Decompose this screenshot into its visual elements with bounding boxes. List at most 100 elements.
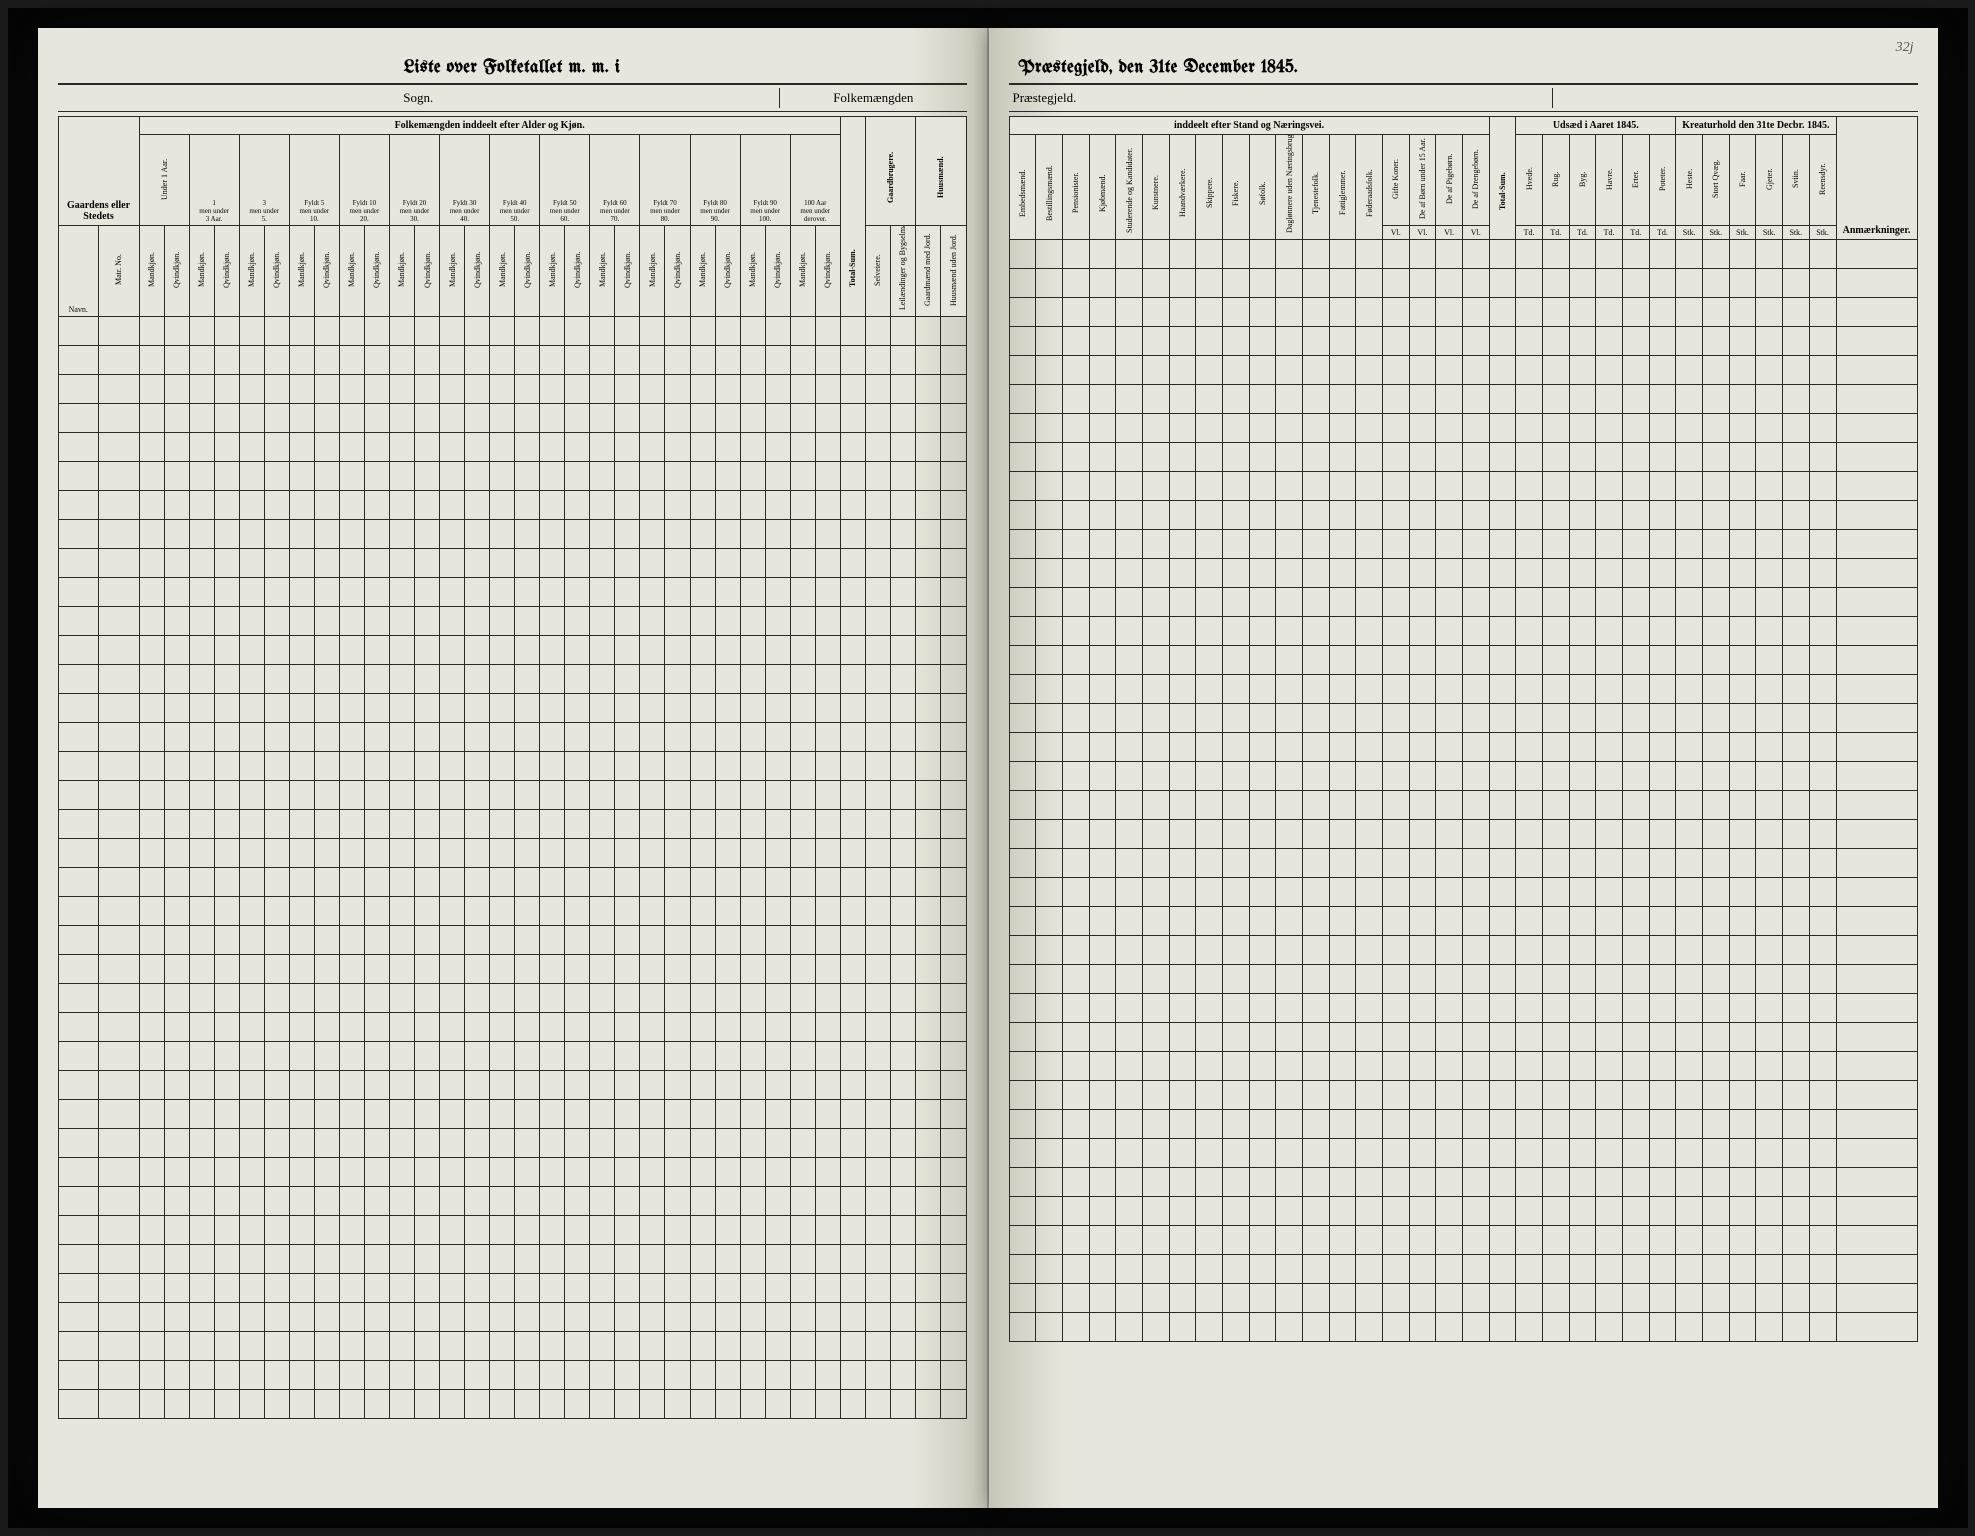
- table-row: [1009, 501, 1917, 530]
- occ-col-6: Haandværkere.: [1169, 135, 1196, 240]
- stk-unit: Stk.: [1729, 226, 1756, 240]
- kreatur-col-4: Sviin.: [1782, 135, 1809, 226]
- occ-col-13: Føderaadsfolk.: [1356, 135, 1383, 240]
- occ-col-3: Kjøbmænd.: [1089, 135, 1116, 240]
- table-row: [58, 694, 966, 723]
- table-row: [1009, 1197, 1917, 1226]
- huusmaend-group: Huusmænd.: [915, 117, 966, 226]
- mk-col: Mandkjøn.: [740, 226, 765, 317]
- table-row: [58, 636, 966, 665]
- table-row: [58, 404, 966, 433]
- right-sub-header: Præstegjeld.: [1009, 83, 1918, 112]
- praestegjeld-label: Præstegjeld.: [1009, 88, 1553, 108]
- right-ledger-table: inddeelt efter Stand og Næringsvei. Tota…: [1009, 116, 1918, 1342]
- table-row: [1009, 1313, 1917, 1342]
- table-row: [58, 317, 966, 346]
- mk-col: Mandkjøn.: [440, 226, 465, 317]
- stk-unit: Stk.: [1702, 226, 1729, 240]
- mk-col: Qvindkjøn.: [815, 226, 840, 317]
- mk-col: Mandkjøn.: [690, 226, 715, 317]
- age-group-0: 1men under3 Aar.: [189, 135, 239, 226]
- left-page: Liste over Folketallet m. m. i Sogn. Fol…: [38, 28, 989, 1508]
- udsaed-col-2: Byg.: [1569, 135, 1596, 226]
- udsaed-col-1: Rug.: [1542, 135, 1569, 226]
- ledger-book: Liste over Folketallet m. m. i Sogn. Fol…: [8, 8, 1968, 1528]
- occ-col-10: Daglønnere uden Næringsbrug.: [1276, 135, 1303, 240]
- occ-col-5: Kunstnere.: [1142, 135, 1169, 240]
- mk-col: Mandkjøn.: [339, 226, 364, 317]
- table-row: [58, 897, 966, 926]
- kreatur-col-0: Heste.: [1676, 135, 1703, 226]
- table-row: [58, 578, 966, 607]
- stk-unit: Stk.: [1676, 226, 1703, 240]
- mk-col: Mandkjøn.: [139, 226, 164, 317]
- occ-col-9: Søfolk.: [1249, 135, 1276, 240]
- matr-header: Matr. No.: [99, 226, 140, 317]
- table-row: [1009, 1081, 1917, 1110]
- mk-col: Mandkjøn.: [790, 226, 815, 317]
- table-row: [58, 810, 966, 839]
- table-row: [58, 1100, 966, 1129]
- right-page: 32j Præstegjeld, den 31te December 1845.…: [989, 28, 1938, 1508]
- table-row: [1009, 936, 1917, 965]
- table-row: [58, 1216, 966, 1245]
- table-row: [58, 665, 966, 694]
- left-occ-1: Leilændinger og Bygselmænd.: [890, 226, 915, 317]
- right-page-title: Præstegjeld, den 31te December 1845.: [1009, 58, 1918, 77]
- occ-col-0: Embedsmænd.: [1009, 135, 1036, 240]
- vl-unit: Vl.: [1436, 226, 1463, 240]
- table-row: [58, 462, 966, 491]
- table-row: [58, 346, 966, 375]
- right-total-sum: Total-Sum.: [1489, 117, 1516, 240]
- table-row: [58, 955, 966, 984]
- td-unit: Td.: [1569, 226, 1596, 240]
- stand-super: inddeelt efter Stand og Næringsvei.: [1009, 117, 1489, 135]
- age-group-9: Fyldt 70men under80.: [640, 135, 690, 226]
- stk-unit: Stk.: [1809, 226, 1836, 240]
- table-row: [1009, 849, 1917, 878]
- mk-col: Qvindkjøn.: [665, 226, 690, 317]
- table-row: [1009, 994, 1917, 1023]
- table-row: [58, 723, 966, 752]
- occ-col-2: Pensionister.: [1062, 135, 1089, 240]
- table-row: [58, 1245, 966, 1274]
- age-group-7: Fyldt 50men under60.: [540, 135, 590, 226]
- mk-col: Mandkjøn.: [490, 226, 515, 317]
- page-number: 32j: [1896, 40, 1914, 56]
- table-row: [1009, 385, 1917, 414]
- small-col-1: De af Børn under 15 Aar.: [1409, 135, 1436, 226]
- table-row: [1009, 1168, 1917, 1197]
- table-row: [1009, 878, 1917, 907]
- table-row: [1009, 617, 1917, 646]
- table-row: [58, 1129, 966, 1158]
- total-sum-header: Total-Sum.: [840, 117, 865, 317]
- mk-col: Qvindkjøn.: [214, 226, 239, 317]
- udsaed-col-4: Erter.: [1622, 135, 1649, 226]
- table-row: [58, 375, 966, 404]
- td-unit: Td.: [1516, 226, 1543, 240]
- mk-col: Qvindkjøn.: [164, 226, 189, 317]
- mk-col: Qvindkjøn.: [715, 226, 740, 317]
- mk-col: Qvindkjøn.: [264, 226, 289, 317]
- td-unit: Td.: [1542, 226, 1569, 240]
- vl-unit: Vl.: [1382, 226, 1409, 240]
- gaardbrugere-group: Gaardbrugere.: [865, 117, 915, 226]
- table-row: [1009, 269, 1917, 298]
- table-row: [1009, 414, 1917, 443]
- occ-col-1: Bestillingsmænd.: [1036, 135, 1063, 240]
- udsaed-col-3: Havre.: [1596, 135, 1623, 226]
- occ-col-7: Skippere.: [1196, 135, 1223, 240]
- anm-header: Anmærkninger.: [1836, 117, 1917, 240]
- mk-col: Qvindkjøn.: [565, 226, 590, 317]
- table-row: [58, 433, 966, 462]
- stk-unit: Stk.: [1782, 226, 1809, 240]
- kreatur-col-3: Gjeter.: [1756, 135, 1783, 226]
- age-group-4: Fyldt 20men under30.: [389, 135, 439, 226]
- mk-col: Qvindkjøn.: [364, 226, 389, 317]
- table-row: [58, 839, 966, 868]
- table-row: [58, 1332, 966, 1361]
- table-row: [58, 926, 966, 955]
- kreatur-col-5: Reensdyr.: [1809, 135, 1836, 226]
- navn-header: Navn.: [58, 226, 99, 317]
- small-col-2: De af Pigebørn.: [1436, 135, 1463, 226]
